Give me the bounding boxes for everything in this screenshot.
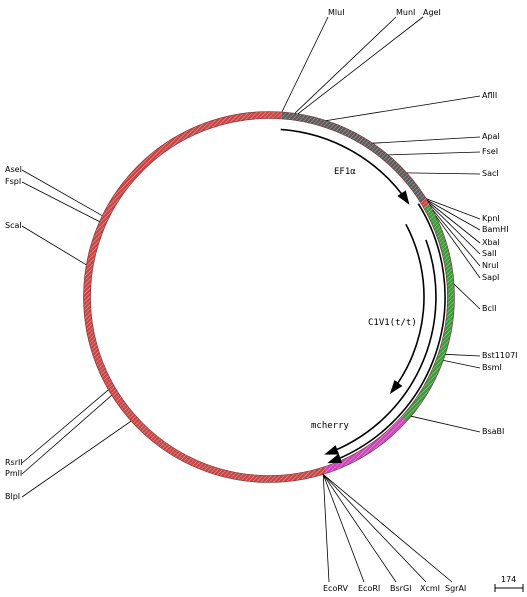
site-label-xbai: XbaI bbox=[482, 238, 500, 247]
scale-bar-label: 174 bbox=[501, 575, 516, 584]
site-label-aflii: AflII bbox=[482, 91, 497, 100]
leader-aflii bbox=[326, 95, 481, 121]
leader-ecori bbox=[322, 474, 365, 583]
site-label-fsei: FseI bbox=[482, 147, 498, 156]
site-label-pmli: PmlI bbox=[5, 469, 22, 478]
segment-ef1a bbox=[281, 111, 427, 203]
leader-apai bbox=[372, 136, 481, 144]
arrow-mcherry-outer bbox=[324, 239, 437, 455]
segment-backbone-left-hatch bbox=[83, 111, 333, 483]
leader-blpi bbox=[21, 420, 132, 498]
site-label-ecori: EcoRI bbox=[358, 584, 380, 593]
site-label-asei: AseI bbox=[5, 165, 22, 174]
leader-asei bbox=[21, 169, 103, 217]
site-label-apai: ApaI bbox=[482, 132, 500, 141]
site-label-muni: MunI bbox=[396, 8, 415, 17]
site-label-bst1107i: Bst1107I bbox=[482, 351, 518, 360]
site-label-rsrii: RsrII bbox=[5, 458, 23, 467]
site-label-nrui: NruI bbox=[482, 261, 499, 270]
leader-xbai bbox=[427, 201, 481, 244]
site-label-bamhi: BamHI bbox=[482, 225, 509, 234]
leader-muni bbox=[294, 16, 397, 114]
feature-arrows bbox=[280, 128, 446, 464]
site-label-xcmi: XcmI bbox=[420, 584, 440, 593]
site-label-agei: AgeI bbox=[423, 8, 441, 17]
site-label-fspi: FspI bbox=[5, 177, 21, 186]
leader-rsrii bbox=[21, 389, 109, 464]
ring-outer-edge bbox=[83, 111, 455, 483]
leader-bcli bbox=[453, 283, 481, 310]
site-leader-lines bbox=[21, 16, 481, 583]
segment-mcherry-hatch bbox=[324, 416, 407, 474]
leader-bsabi bbox=[411, 415, 481, 433]
feature-label-mcherry: mcherry bbox=[311, 421, 350, 431]
feature-label-ef1a: EF1α bbox=[334, 167, 356, 177]
leader-bamhi bbox=[427, 199, 481, 231]
segment-kpni-mark-hatch bbox=[420, 198, 430, 208]
arrow-ef1a bbox=[280, 128, 410, 205]
site-label-mlui: MluI bbox=[328, 8, 345, 17]
leader-scai bbox=[21, 225, 87, 266]
leader-bsrgi bbox=[322, 474, 397, 583]
leader-xcmi bbox=[322, 474, 427, 583]
leader-mlui bbox=[281, 16, 329, 113]
site-label-sapi: SapI bbox=[482, 273, 499, 282]
site-label-bsmi: BsmI bbox=[482, 363, 502, 372]
site-label-ecorv: EcoRV bbox=[323, 584, 348, 593]
arrow-mcherry-inner bbox=[327, 203, 446, 464]
segment-c1v1-hatch bbox=[401, 204, 455, 422]
leader-sgrai bbox=[322, 474, 453, 583]
site-label-sali: SalI bbox=[482, 249, 497, 258]
leader-nrui bbox=[432, 209, 481, 267]
leader-fsei bbox=[388, 151, 481, 156]
site-label-blpi: BlpI bbox=[5, 492, 20, 501]
leader-sapi bbox=[435, 215, 481, 279]
leader-pmli bbox=[21, 394, 112, 475]
leader-kpni bbox=[426, 198, 481, 220]
site-label-kpni: KpnI bbox=[482, 214, 500, 223]
leader-ecorv bbox=[322, 474, 330, 583]
leader-bsmi bbox=[443, 360, 481, 369]
site-label-saci: SacI bbox=[482, 169, 499, 178]
feature-label-c1v1: C1V1(t/t) bbox=[368, 318, 417, 328]
segment-backbone-left bbox=[83, 111, 333, 483]
site-label-bcli: BclI bbox=[482, 304, 496, 313]
arrow-c1v1 bbox=[389, 223, 425, 394]
leader-fspi bbox=[21, 181, 100, 222]
site-label-sgrai: SgrAI bbox=[445, 584, 466, 593]
ring-inner-edge bbox=[90, 118, 448, 476]
plasmid-backbone-ring bbox=[83, 111, 455, 483]
site-label-bsrgi: BsrGI bbox=[390, 584, 412, 593]
leader-saci bbox=[406, 172, 481, 175]
segment-ef1a-hatch bbox=[281, 111, 427, 203]
site-label-scai: ScaI bbox=[5, 221, 22, 230]
leader-agei bbox=[297, 16, 424, 115]
leader-sali bbox=[429, 204, 481, 255]
site-label-bsabi: BsaBI bbox=[482, 427, 504, 436]
leader-bst1107i bbox=[445, 353, 481, 357]
scale-bar: 174 bbox=[494, 575, 524, 592]
